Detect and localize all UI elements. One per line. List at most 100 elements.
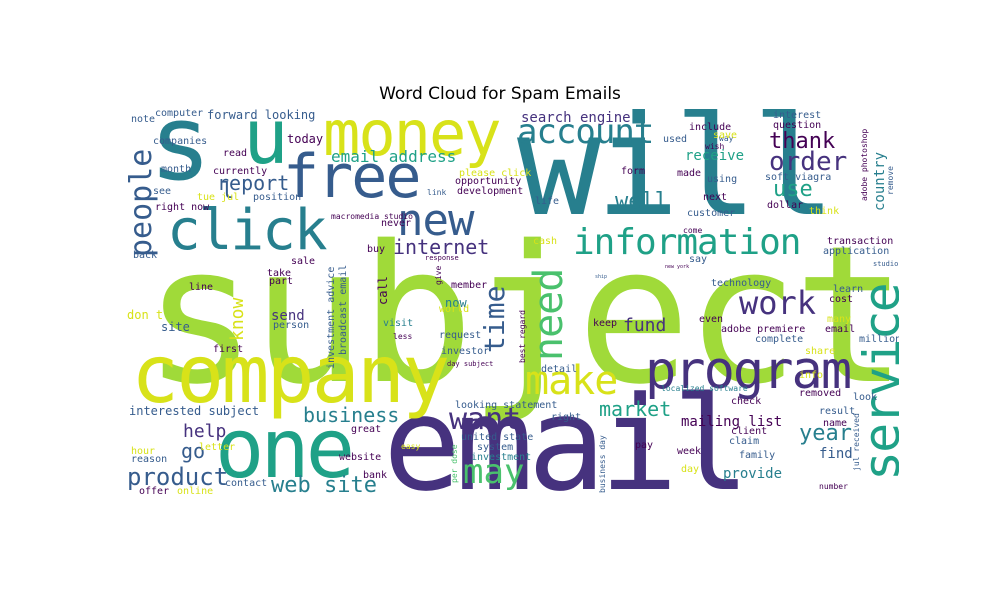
word-learn: learn <box>833 284 864 295</box>
word-best-regard: best regard <box>518 310 527 363</box>
word-may: may <box>463 452 525 492</box>
word-internet: internet <box>393 235 490 259</box>
word-wish: wish <box>705 142 725 151</box>
word-less: less <box>393 332 413 341</box>
word-come: come <box>683 226 703 235</box>
word-companies: companies <box>153 136 208 147</box>
word-take: take <box>267 268 292 279</box>
word-think: think <box>809 206 840 217</box>
word-tue-jul: tue jul <box>197 192 240 203</box>
word-offer: offer <box>139 486 170 496</box>
word-receive: receive <box>685 148 745 164</box>
word-investment-advice: investment advice <box>326 266 337 369</box>
word-save: save <box>713 130 738 141</box>
word-web-site: web site <box>271 473 377 496</box>
word-dollar: dollar <box>767 200 804 211</box>
word-complete: complete <box>755 334 804 345</box>
word-online: online <box>177 486 214 496</box>
word-way: way <box>719 134 734 143</box>
word-next: next <box>703 192 728 203</box>
word-account: account <box>517 112 654 152</box>
word-make: make <box>525 358 618 404</box>
word-jul-received: jul received <box>852 413 861 471</box>
word-month: month <box>161 164 192 175</box>
word-find: find <box>819 446 853 462</box>
word-letter: letter <box>199 442 236 453</box>
word-life: life <box>535 196 560 207</box>
word-mailing-list: mailing list <box>681 414 783 430</box>
word-well: well <box>615 189 668 214</box>
word-service: service <box>853 284 899 481</box>
word-thank: thank <box>769 129 836 154</box>
word-search-engine: search engine <box>521 110 631 126</box>
word-localized-software: localized software <box>661 384 748 393</box>
word-cash: cash <box>533 236 558 247</box>
word-result: result <box>819 406 856 417</box>
word-interested-subject: interested subject <box>129 404 260 418</box>
word-money: money <box>323 109 502 170</box>
word-info: info <box>799 370 824 381</box>
word-position: position <box>253 192 302 203</box>
word-family: family <box>739 450 776 461</box>
word-free: free <box>283 142 421 212</box>
word-link: link <box>427 188 447 197</box>
word-investment: investment <box>471 452 532 463</box>
word-hour: hour <box>131 446 156 457</box>
word-don-t: don t <box>127 308 164 322</box>
word-cloud: subject will email company one money fre… <box>125 109 899 495</box>
word-email-big: email <box>383 368 750 495</box>
word-l: l <box>221 179 235 204</box>
word-first: first <box>213 344 244 355</box>
word-system: system <box>477 442 514 453</box>
word-name: name <box>823 418 848 429</box>
word-business: business <box>303 403 400 427</box>
word-day-subject: day subject <box>447 360 494 368</box>
word-buy: buy <box>367 244 386 255</box>
word-include: include <box>689 122 732 133</box>
word-program: program <box>645 341 852 401</box>
word-see: see <box>153 186 172 197</box>
word-check: check <box>731 396 762 407</box>
word-country: country <box>872 151 888 211</box>
word-currently: currently <box>213 166 268 177</box>
word-removed: removed <box>799 388 842 399</box>
word-great: great <box>351 424 382 435</box>
word-made: made <box>677 168 702 179</box>
word-used: used <box>663 134 688 145</box>
word-read: read <box>223 148 248 159</box>
word-look: look <box>853 392 878 403</box>
word-one: one <box>215 402 355 495</box>
word-line: line <box>189 282 214 293</box>
word-email-small: email <box>825 324 856 335</box>
word-right-now: right now <box>155 202 210 213</box>
word-email-address: email address <box>331 147 457 166</box>
word-response: response <box>425 254 459 262</box>
word-world: world <box>439 304 470 315</box>
word-today: today <box>287 132 324 146</box>
word-many: many <box>827 314 852 325</box>
word-share: share <box>805 346 836 357</box>
word-provide: provide <box>723 466 783 482</box>
word-say: say <box>689 254 708 265</box>
word-site: site <box>161 320 190 334</box>
word-call: call <box>376 276 390 305</box>
word-application: application <box>823 246 890 257</box>
word-time: time <box>478 285 511 353</box>
word-forward-looking: forward looking <box>207 109 316 122</box>
word-number: number <box>819 482 848 491</box>
word-help: help <box>183 421 227 442</box>
word-click: click <box>167 198 328 263</box>
word-information: information <box>573 222 801 263</box>
word-know: know <box>227 297 248 341</box>
word-people: people <box>125 148 159 257</box>
word-soft-viagra: soft viagra <box>765 172 832 183</box>
word-order: order <box>769 147 848 177</box>
word-development: development <box>457 186 524 197</box>
word-adobe-photoshop: adobe photoshop <box>860 128 869 201</box>
word-need: need <box>526 268 572 361</box>
word-new-york: new york <box>665 264 690 270</box>
word-reason: reason <box>131 454 168 465</box>
word-week: week <box>677 446 702 457</box>
word-give: give <box>434 265 443 285</box>
word-year: year <box>799 421 852 446</box>
